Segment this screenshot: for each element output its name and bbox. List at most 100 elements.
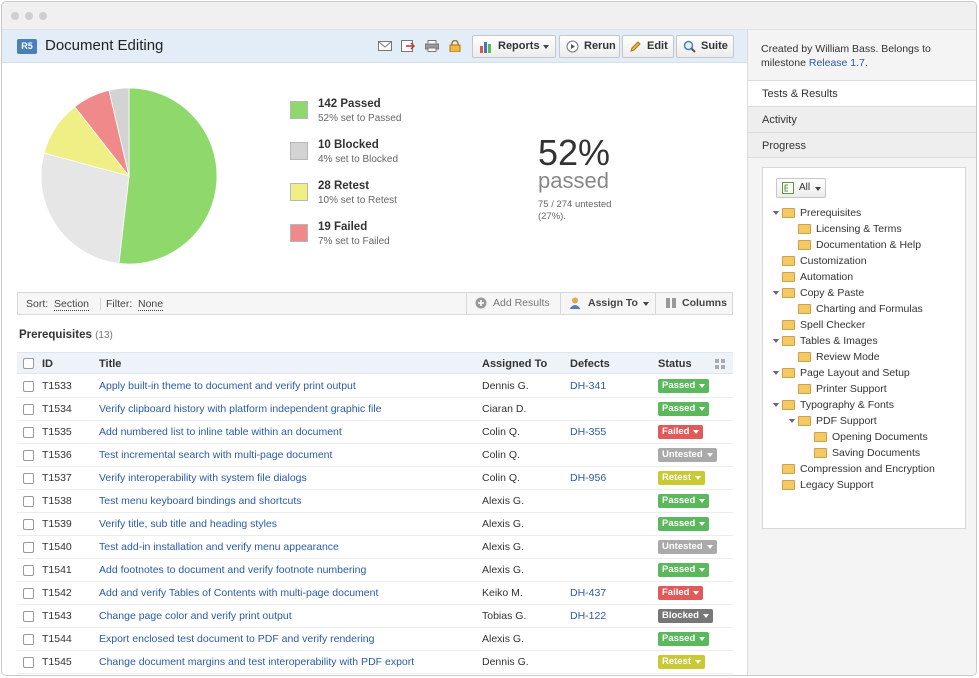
test-title-link[interactable]: Verify clipboard history with platform i… xyxy=(99,403,382,415)
lock-icon[interactable] xyxy=(448,40,462,52)
print-icon[interactable] xyxy=(425,40,439,52)
row-checkbox[interactable] xyxy=(23,450,34,461)
window-minimize-dot[interactable] xyxy=(25,12,33,20)
row-checkbox[interactable] xyxy=(23,473,34,484)
sort-value-link[interactable]: Section xyxy=(54,298,90,311)
export-icon[interactable] xyxy=(401,40,415,52)
status-dropdown[interactable]: Passed xyxy=(658,517,710,531)
status-dropdown[interactable]: Untested xyxy=(658,448,717,462)
expand-arrow-icon[interactable] xyxy=(773,339,779,343)
row-checkbox[interactable] xyxy=(23,611,34,622)
column-header-title[interactable]: Title xyxy=(99,358,122,370)
status-dropdown[interactable]: Retest xyxy=(658,471,706,485)
column-options-icon[interactable] xyxy=(715,359,725,369)
test-title-link[interactable]: Add and verify Tables of Contents with m… xyxy=(99,587,379,599)
test-title-link[interactable]: Verify title, sub title and heading styl… xyxy=(99,518,278,530)
tab-tests-results[interactable]: Tests & Results xyxy=(748,80,976,106)
test-id: T1542 xyxy=(42,587,72,599)
test-title-link[interactable]: Add footnotes to document and verify foo… xyxy=(99,564,367,576)
tab-progress[interactable]: Progress xyxy=(748,132,976,158)
test-title-link[interactable]: Test menu keyboard bindings and shortcut… xyxy=(99,495,302,507)
expand-arrow-icon[interactable] xyxy=(789,419,795,423)
tree-node-label: Spell Checker xyxy=(800,319,866,331)
test-title-link[interactable]: Change page color and verify print outpu… xyxy=(99,610,292,622)
test-id: T1536 xyxy=(42,449,72,461)
table-row[interactable]: T1544 Export enclosed test document to PD… xyxy=(17,628,733,651)
table-row[interactable]: T1533 Apply built-in theme to document an… xyxy=(17,375,733,398)
status-dropdown[interactable]: Retest xyxy=(658,655,706,669)
row-checkbox[interactable] xyxy=(23,404,34,415)
column-header-defects[interactable]: Defects xyxy=(570,358,610,370)
defect-link[interactable]: DH-341 xyxy=(570,380,607,392)
status-dropdown[interactable]: Passed xyxy=(658,494,710,508)
window-zoom-dot[interactable] xyxy=(39,12,47,20)
defect-link[interactable]: DH-355 xyxy=(570,426,607,438)
status-dropdown[interactable]: Passed xyxy=(658,402,710,416)
table-row[interactable]: T1535 Add numbered list to inline table w… xyxy=(17,421,733,444)
test-title-link[interactable]: Change document margins and test interop… xyxy=(99,656,415,668)
defect-link[interactable]: DH-956 xyxy=(570,472,607,484)
status-dropdown[interactable]: Passed xyxy=(658,379,710,393)
table-row[interactable]: T1545 Change document margins and test in… xyxy=(17,651,733,674)
rerun-button[interactable]: Rerun xyxy=(559,35,620,58)
legend-title: 28 Retest xyxy=(318,180,370,192)
row-checkbox[interactable] xyxy=(23,542,34,553)
all-sections-dropdown[interactable]: All xyxy=(776,178,826,198)
status-dropdown[interactable]: Blocked xyxy=(658,609,713,623)
row-checkbox[interactable] xyxy=(23,427,34,438)
column-header-id[interactable]: ID xyxy=(42,358,53,370)
test-title-link[interactable]: Add numbered list to inline table within… xyxy=(99,426,342,438)
status-dropdown[interactable]: Untested xyxy=(658,540,717,554)
expand-arrow-icon[interactable] xyxy=(773,211,779,215)
row-checkbox[interactable] xyxy=(23,657,34,668)
tab-activity[interactable]: Activity xyxy=(748,106,976,132)
expand-arrow-icon[interactable] xyxy=(773,403,779,407)
reports-label: Reports xyxy=(498,40,540,52)
defect-link[interactable]: DH-122 xyxy=(570,610,607,622)
table-row[interactable]: T1538 Test menu keyboard bindings and sho… xyxy=(17,490,733,513)
table-row[interactable]: T1543 Change page color and verify print … xyxy=(17,605,733,628)
row-checkbox[interactable] xyxy=(23,588,34,599)
milestone-link[interactable]: Release 1.7 xyxy=(808,57,865,69)
user-icon xyxy=(569,297,581,309)
test-title-link[interactable]: Verify interoperability with system file… xyxy=(99,472,307,484)
status-dropdown[interactable]: Failed xyxy=(658,586,704,600)
row-checkbox[interactable] xyxy=(23,496,34,507)
window-close-dot[interactable] xyxy=(11,12,19,20)
table-row[interactable]: T1536 Test incremental search with multi-… xyxy=(17,444,733,467)
row-checkbox[interactable] xyxy=(23,565,34,576)
test-title-link[interactable]: Export enclosed test document to PDF and… xyxy=(99,633,375,645)
table-row[interactable]: T1541 Add footnotes to document and verif… xyxy=(17,559,733,582)
defect-link[interactable]: DH-437 xyxy=(570,587,607,599)
table-row[interactable]: T1540 Test add-in installation and verify… xyxy=(17,536,733,559)
expand-arrow-icon[interactable] xyxy=(773,371,779,375)
folder-icon xyxy=(798,352,811,362)
status-dropdown[interactable]: Passed xyxy=(658,632,710,646)
status-dropdown[interactable]: Failed xyxy=(658,425,704,439)
add-results-button[interactable]: Add Results xyxy=(466,293,560,314)
status-dropdown[interactable]: Passed xyxy=(658,563,710,577)
test-title-link[interactable]: Test add-in installation and verify menu… xyxy=(99,541,339,553)
table-row[interactable]: T1534 Verify clipboard history with platf… xyxy=(17,398,733,421)
column-header-status[interactable]: Status xyxy=(658,358,692,370)
table-row[interactable]: T1542 Add and verify Tables of Contents w… xyxy=(17,582,733,605)
row-checkbox[interactable] xyxy=(23,381,34,392)
test-title-link[interactable]: Apply built-in theme to document and ver… xyxy=(99,380,356,392)
column-header-assigned[interactable]: Assigned To xyxy=(482,358,548,370)
add-circle-icon xyxy=(475,297,487,309)
row-checkbox[interactable] xyxy=(23,634,34,645)
assign-to-button[interactable]: Assign To xyxy=(560,293,655,314)
table-row[interactable]: T1539 Verify title, sub title and heading… xyxy=(17,513,733,536)
section-title: Prerequisites xyxy=(19,329,92,341)
row-checkbox[interactable] xyxy=(23,519,34,530)
table-row[interactable]: T1537 Verify interoperability with system… xyxy=(17,467,733,490)
test-title-link[interactable]: Test incremental search with multi-page … xyxy=(99,449,333,461)
suite-button[interactable]: Suite xyxy=(676,35,734,58)
expand-arrow-icon[interactable] xyxy=(773,291,779,295)
filter-value-link[interactable]: None xyxy=(138,298,164,311)
columns-button[interactable]: Columns xyxy=(655,293,733,314)
reports-button[interactable]: Reports xyxy=(472,35,556,58)
select-all-checkbox[interactable] xyxy=(23,358,34,369)
email-icon[interactable] xyxy=(378,40,392,52)
edit-button[interactable]: Edit xyxy=(622,35,674,58)
